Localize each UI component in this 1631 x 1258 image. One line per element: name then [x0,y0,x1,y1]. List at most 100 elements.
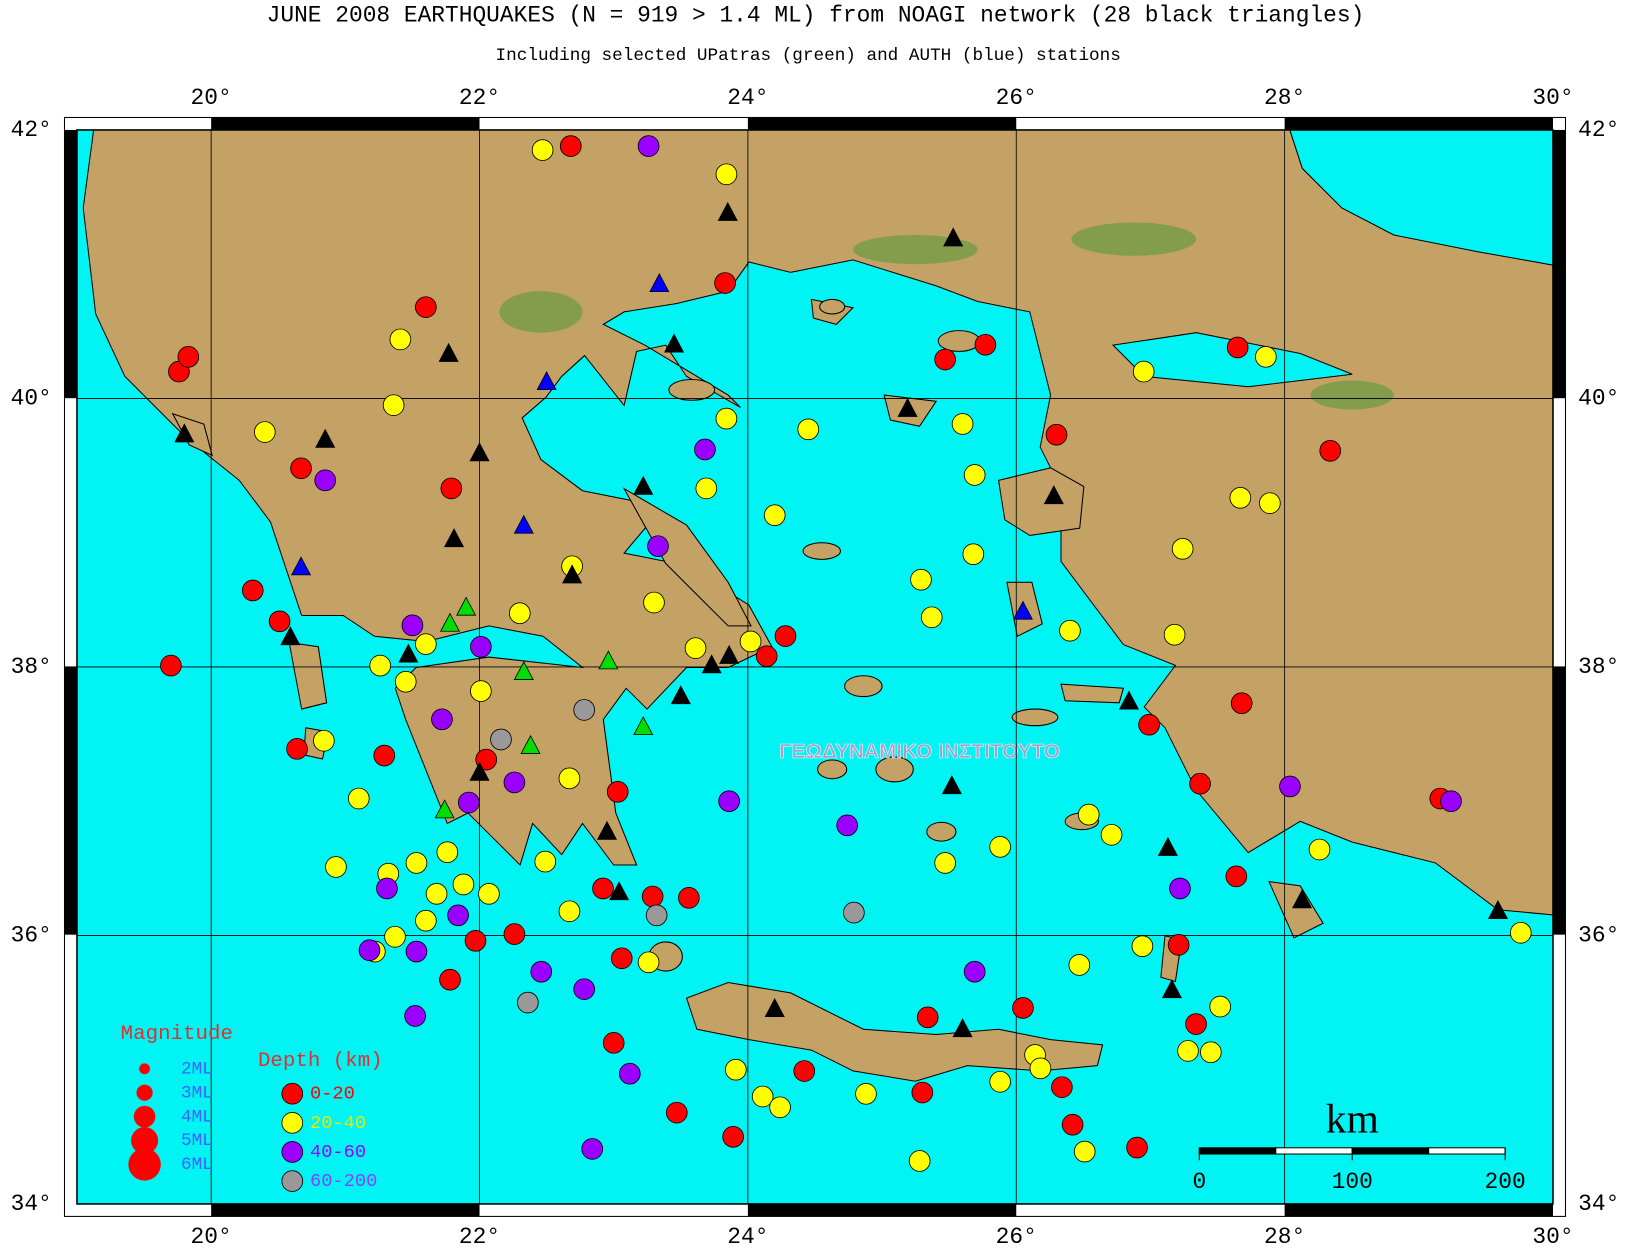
earthquake [1225,865,1248,888]
earthquake [1185,1013,1207,1035]
y-tick-label: 36° [11,922,52,948]
scale-label: 100 [1332,1169,1373,1195]
earthquake [254,421,276,443]
earthquake [665,1101,688,1124]
legend-label: 2ML [181,1059,213,1079]
earthquake [290,457,312,480]
earthquake [1279,775,1301,798]
earthquake [1100,823,1123,846]
frame-segment [1552,666,1566,935]
earthquake [769,1096,791,1119]
earthquake [531,139,554,161]
frame-segment [1284,117,1553,130]
earthquake [160,654,182,677]
island [937,330,981,352]
earthquake [797,418,820,441]
legend-label: 0-20 [310,1083,355,1105]
island [802,542,841,560]
earthquake [369,654,392,677]
earthquake [718,790,740,813]
x-tick-label: 30° [1532,1224,1573,1250]
earthquake [389,328,412,351]
earthquake [1138,713,1160,736]
earthquake [1229,486,1252,509]
frame-segment [1284,1203,1553,1217]
legend-label: 6ML [181,1155,213,1175]
earthquake [1319,439,1342,462]
earthquake [177,346,200,368]
frame-segment [747,117,1017,130]
x-tick-label: 30° [1532,85,1573,111]
station [1161,979,1182,999]
earthquake [989,836,1011,858]
station [1157,836,1178,856]
x-tick-label: 28° [1264,85,1305,111]
earthquake [989,1070,1011,1093]
earthquake [963,960,986,983]
earthquake [934,348,956,371]
chart-subtitle: Including selected UPatras (green) and A… [496,46,1121,66]
earthquake [1200,1041,1222,1064]
rhodes [1268,881,1324,939]
island [817,759,848,780]
earthquake [1509,921,1532,944]
scale-segment [1198,1147,1277,1155]
earthquake [530,960,553,983]
earthquake [241,579,264,602]
legend-marker [281,1112,304,1134]
earthquake [962,543,985,565]
earthquake [755,645,778,668]
frame-segment [211,1203,480,1217]
legend-size [131,1127,159,1155]
earthquake [715,407,738,430]
earthquake [415,633,437,655]
earthquake [558,900,581,923]
station [439,612,461,632]
earthquake [910,568,932,591]
station [633,716,654,736]
legend-marker [281,1170,304,1192]
earthquake [715,163,738,186]
earthquake [722,1126,744,1148]
station [1118,690,1140,710]
kefalonia [288,641,328,710]
earthquake [439,968,461,991]
lowland [499,291,583,333]
station [315,428,336,448]
earthquake [1209,995,1232,1018]
earthquake [1061,1113,1084,1136]
x-tick-label: 20° [191,1224,232,1250]
earthquake [452,873,475,896]
earthquake [694,438,716,461]
earthquake [602,1032,625,1054]
earthquake [911,1081,934,1104]
y-tick-label: 42° [11,117,52,143]
earthquake [404,1005,426,1027]
earthquake [774,625,797,647]
legend-size [133,1105,156,1128]
lesvos [997,467,1085,536]
earthquake [843,901,865,924]
earthquake [793,1060,816,1082]
legend-marker [281,1141,304,1163]
earthquake [610,947,633,970]
earthquake [637,135,660,157]
earthquake [1132,360,1155,383]
earthquake [1308,838,1331,861]
station [469,761,490,781]
earthquake [503,923,526,945]
crete [685,981,1104,1082]
x-tick-label: 26° [996,1224,1037,1250]
earthquake [384,925,406,948]
x-tick-label: 26° [996,85,1037,111]
legend-size [136,1084,153,1101]
earthquake [405,852,428,874]
island [875,756,914,783]
station [398,643,419,663]
watermark: ΓΕΩΔΥΝΑΜΙΚΟ ΙΝΣΤΙΤΟΥΤΟ [779,740,1060,763]
station [434,799,455,819]
earthquake [592,877,614,900]
legend-size [128,1148,161,1181]
earthquake [490,728,512,751]
